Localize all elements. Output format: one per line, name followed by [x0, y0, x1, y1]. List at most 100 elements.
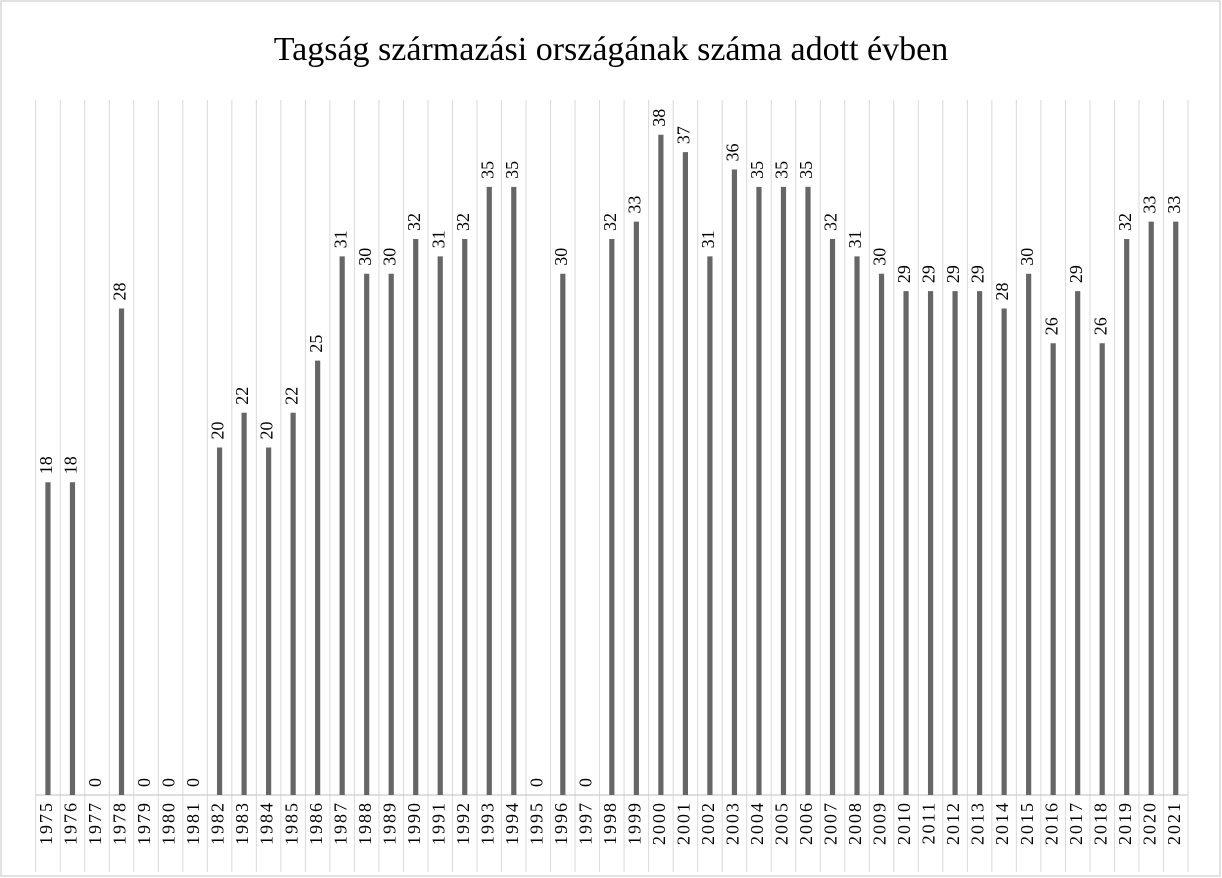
- bar: [756, 186, 762, 795]
- value-label: 0: [159, 778, 179, 787]
- x-tick-label: 1984: [257, 801, 277, 845]
- x-tick-label: 1997: [575, 801, 595, 845]
- bar: [1075, 291, 1081, 795]
- bar: [854, 256, 860, 795]
- bar: [633, 221, 639, 795]
- value-label: 30: [379, 248, 399, 266]
- x-tick-label: 1978: [110, 801, 130, 845]
- x-tick-label: 2021: [1164, 801, 1184, 845]
- value-label: 38: [649, 109, 669, 127]
- value-label: 28: [992, 283, 1012, 301]
- value-label: 35: [477, 161, 497, 179]
- value-label: 32: [453, 213, 473, 231]
- bar: [1050, 343, 1056, 795]
- x-tick-label: 2016: [1041, 801, 1061, 845]
- value-label: 26: [1041, 317, 1061, 335]
- value-label: 29: [919, 265, 939, 283]
- x-tick-label: 1996: [551, 801, 571, 845]
- x-tick-label: 1993: [477, 801, 497, 845]
- value-label: 35: [772, 161, 792, 179]
- x-tick-label: 1987: [330, 801, 350, 845]
- x-tick-label: 2017: [1066, 801, 1086, 845]
- bar: [1001, 308, 1007, 795]
- value-label: 31: [428, 230, 448, 248]
- bar: [511, 186, 517, 795]
- bar: [731, 169, 738, 795]
- bar: [290, 412, 296, 795]
- value-label: 32: [404, 213, 424, 231]
- x-tick-label: 2013: [968, 801, 988, 845]
- value-label: 30: [551, 248, 571, 266]
- x-tick-label: 1976: [61, 801, 81, 845]
- value-label: 35: [502, 161, 522, 179]
- bar: [69, 482, 76, 795]
- x-tick-label: 1983: [232, 801, 252, 845]
- value-label: 29: [968, 265, 988, 283]
- bar: [1026, 273, 1032, 795]
- value-label: 22: [281, 387, 301, 405]
- value-label: 30: [1017, 248, 1037, 266]
- x-tick-label: 1991: [428, 801, 448, 845]
- value-label: 32: [821, 213, 841, 231]
- x-tick-label: 2015: [1017, 801, 1037, 845]
- bar: [878, 273, 885, 795]
- value-label: 31: [845, 230, 865, 248]
- x-tick-label: 1990: [404, 801, 424, 845]
- bar: [462, 239, 468, 795]
- x-tick-label: 1979: [134, 801, 154, 845]
- value-label: 35: [796, 161, 816, 179]
- bar: [241, 412, 247, 795]
- value-label: 33: [624, 196, 644, 214]
- value-label: 20: [257, 422, 277, 440]
- x-tick-label: 1989: [379, 801, 399, 845]
- x-tick-label: 2002: [698, 801, 718, 845]
- bar: [952, 291, 958, 795]
- value-label: 32: [1115, 213, 1135, 231]
- value-label: 33: [1139, 196, 1159, 214]
- bar: [609, 239, 615, 795]
- x-tick-label: 1988: [355, 801, 375, 845]
- value-label: 28: [110, 283, 130, 301]
- bar: [560, 273, 566, 795]
- bar: [829, 239, 836, 795]
- x-tick-label: 2001: [674, 801, 694, 845]
- bar: [266, 447, 272, 795]
- bar: [45, 482, 51, 795]
- value-label: 18: [61, 456, 81, 474]
- x-tick-label: 1994: [502, 801, 522, 845]
- bar: [216, 447, 223, 795]
- value-label: 36: [723, 144, 743, 162]
- bar: [315, 360, 321, 795]
- x-tick-label: 2008: [845, 801, 865, 845]
- bar: [486, 186, 492, 795]
- value-label: 30: [870, 248, 890, 266]
- x-tick-label: 2000: [649, 801, 669, 845]
- bar: [780, 186, 787, 795]
- x-tick-label: 2004: [747, 801, 767, 845]
- x-tick-label: 2007: [821, 801, 841, 845]
- x-tick-label: 2014: [992, 801, 1012, 845]
- value-label: 0: [575, 778, 595, 787]
- bar: [364, 273, 370, 795]
- value-label: 18: [36, 456, 56, 474]
- x-tick-label: 1982: [208, 801, 228, 845]
- value-label: 33: [1164, 196, 1184, 214]
- bar: [682, 152, 689, 795]
- x-tick-label: 1998: [600, 801, 620, 845]
- x-tick-label: 2012: [943, 801, 963, 845]
- value-label: 29: [943, 265, 963, 283]
- bar: [903, 291, 909, 795]
- x-tick-label: 2009: [870, 801, 890, 845]
- x-tick-label: 2003: [723, 801, 743, 845]
- value-label: 0: [526, 778, 546, 787]
- value-label: 22: [232, 387, 252, 405]
- bar: [977, 291, 983, 795]
- bar: [707, 256, 713, 795]
- chart-title: Tagság származási országának száma adott…: [274, 31, 948, 68]
- value-label: 29: [894, 265, 914, 283]
- x-tick-label: 2018: [1090, 801, 1110, 845]
- value-label: 26: [1090, 317, 1110, 335]
- x-tick-label: 1999: [624, 801, 644, 845]
- bar: [1148, 221, 1154, 795]
